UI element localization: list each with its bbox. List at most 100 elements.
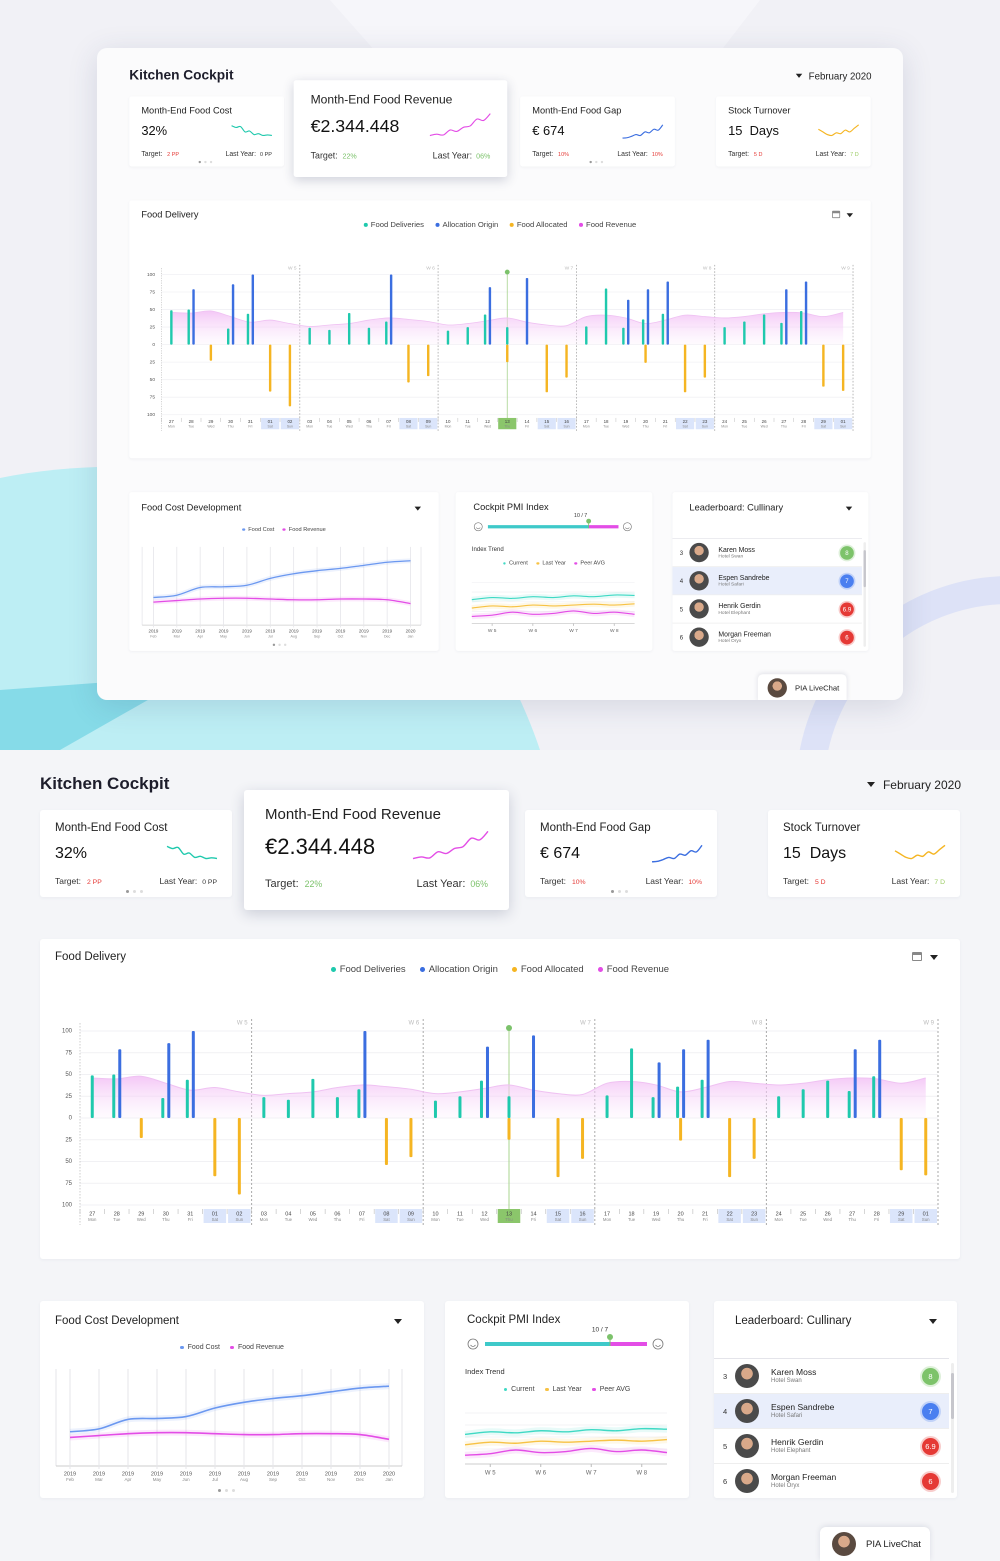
score-badge: 6 — [840, 630, 854, 645]
kpi-footer: Target: 2 PP Last Year: 0 PP — [141, 150, 272, 158]
calendar-icon[interactable] — [912, 952, 922, 961]
x-tick-label: 2019 — [64, 1471, 76, 1477]
selected-day — [497, 1209, 521, 1223]
legend: Current Last Year Peer AVG — [445, 1386, 689, 1393]
day-label: 10 — [446, 419, 451, 424]
page-dot — [140, 890, 143, 893]
y-tick-label: 50 — [150, 307, 156, 313]
bar — [822, 344, 825, 387]
legend-swatch — [435, 223, 440, 227]
legend-label: Food Revenue — [237, 1344, 284, 1351]
date-picker[interactable]: February 2020 — [866, 778, 961, 792]
leaderboard-row[interactable]: 4 Espen Sandrebe Hotel Safari 7 — [672, 567, 862, 596]
live-chat-button[interactable]: PIA LiveChat — [757, 674, 847, 700]
dropdown-arrow[interactable] — [929, 1319, 937, 1324]
day-label: 27 — [169, 419, 174, 424]
day-label: 24 — [722, 419, 727, 424]
legend-label: Allocation Origin — [442, 220, 499, 230]
legend-item: Food Revenue — [578, 220, 636, 229]
line — [464, 1447, 668, 1456]
live-chat-button[interactable]: PIA LiveChat — [820, 1527, 930, 1561]
panel-title: Leaderboard: Cullinary — [735, 1315, 852, 1327]
x-tick-label: Apr — [124, 1477, 132, 1482]
dropdown-arrow[interactable] — [866, 782, 875, 787]
score-badge: 8 — [922, 1368, 939, 1385]
weekday-label: Sat — [726, 1217, 733, 1222]
bar — [780, 322, 783, 345]
weekend-highlight — [419, 417, 438, 430]
bar — [525, 277, 529, 345]
dropdown-arrow[interactable] — [930, 955, 938, 960]
smiley-mouth — [625, 527, 630, 530]
panel-title: Leaderboard: Cullinary — [689, 503, 784, 514]
avatar — [735, 1469, 759, 1493]
page-dot — [278, 643, 281, 647]
kpi-label: Stock Turnover — [783, 822, 861, 834]
leaderboard-row[interactable]: 5 Henrik Gerdin Hotel Elephant 6.9 — [714, 1429, 949, 1464]
panel: Cockpit PMI Index Index Trend Current Last … — [445, 1301, 689, 1498]
kpi-target-label: Target: — [310, 151, 338, 161]
live-chat-label: PIA LiveChat — [794, 683, 840, 693]
day-label: 07 — [386, 419, 391, 424]
bar — [585, 326, 588, 345]
kpi-value: €2.344.448 — [265, 834, 376, 859]
leaderboard-row[interactable]: 6 Morgan Freeman Hotel Oryx 6 — [672, 623, 862, 651]
slider-pin — [607, 1334, 613, 1340]
week-label: W 5 — [288, 265, 297, 271]
day-label: 13 — [506, 1211, 512, 1217]
dropdown-arrow[interactable] — [846, 213, 854, 218]
dropdown-arrow[interactable] — [795, 73, 803, 78]
avatar — [767, 678, 787, 698]
page-dot — [225, 1489, 228, 1492]
kpi-target: Target: 2 PP — [141, 150, 179, 158]
y-tick-label: 75 — [65, 1181, 72, 1187]
page-dot — [204, 160, 207, 164]
weekday-label: Mon — [603, 1217, 612, 1222]
scroll-thumb — [951, 1373, 954, 1419]
weekend-highlight — [228, 1209, 251, 1223]
day-label: 20 — [678, 1211, 684, 1217]
legend-swatch — [282, 528, 286, 531]
score-badge: 7 — [840, 574, 854, 589]
date-picker[interactable]: February 2020 — [795, 71, 872, 82]
leaderboard-row[interactable]: 4 Espen Sandrebe Hotel Safari 7 — [714, 1394, 949, 1429]
kpi-last-year: Last Year: 7 D — [816, 150, 859, 158]
kpi-last-year-value: 7 D — [934, 879, 945, 886]
day-label: 30 — [228, 419, 233, 424]
bar — [112, 1074, 116, 1118]
hotel: Hotel Safari — [771, 1413, 803, 1419]
weekday-label: Sat — [555, 1217, 562, 1222]
legend-label: Food Cost — [187, 1344, 220, 1351]
bar — [604, 288, 608, 345]
weekday-label: Sun — [840, 425, 846, 429]
line — [464, 1427, 668, 1436]
bar — [446, 330, 450, 345]
weekday-label: Thu — [781, 425, 787, 429]
panel: Food Cost Development Food Cost Food Reven… — [40, 1301, 424, 1498]
kpi-target-value: 22% — [304, 879, 323, 889]
panel-title: Cockpit PMI Index — [467, 1314, 561, 1326]
page-dot — [283, 643, 287, 647]
leaderboard-row[interactable]: 5 Henrik Gerdin Hotel Elephant 6.9 — [672, 595, 862, 624]
dropdown-arrow[interactable] — [394, 1319, 402, 1324]
sparkline — [894, 844, 946, 860]
page-dot — [589, 160, 592, 164]
bar — [485, 1046, 489, 1118]
x-tick-label: W 7 — [569, 628, 578, 634]
leaderboard-row[interactable]: 3 Karen Moss Hotel Swan 8 — [672, 538, 862, 568]
leaderboard-row[interactable]: 6 Morgan Freeman Hotel Oryx 6 — [714, 1464, 949, 1498]
weekday-label: Wed — [484, 425, 491, 429]
x-tick-label: May — [153, 1477, 162, 1482]
day-label: 04 — [285, 1211, 291, 1217]
weekday-label: Fri — [188, 1217, 193, 1222]
dropdown-arrow[interactable] — [845, 506, 853, 511]
calendar-icon[interactable] — [832, 210, 841, 219]
day-label: 14 — [530, 1211, 536, 1217]
day-label: 06 — [366, 419, 371, 424]
rank: 4 — [679, 577, 684, 585]
dropdown-arrow[interactable] — [414, 506, 422, 511]
weekend-highlight — [571, 1209, 594, 1223]
weekday-label: Mon — [774, 1217, 783, 1222]
leaderboard-row[interactable]: 3 Karen Moss Hotel Swan 8 — [714, 1359, 949, 1394]
